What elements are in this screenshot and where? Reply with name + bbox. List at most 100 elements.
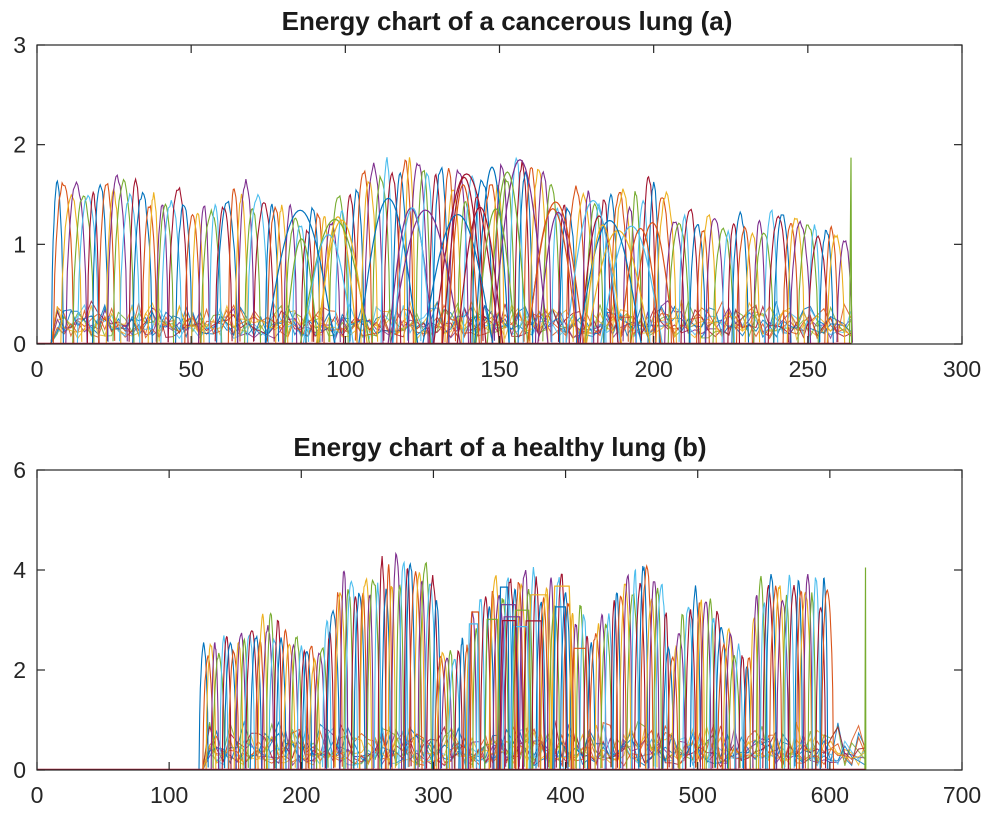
series-trace [695, 602, 704, 771]
series-trace [527, 208, 579, 345]
series-trace [234, 193, 249, 345]
series-trace [826, 234, 846, 344]
series-trace [426, 574, 440, 771]
series-trace [441, 176, 487, 345]
chart-title: Energy chart of a healthy lung (b) [293, 432, 706, 462]
series-trace [305, 645, 318, 770]
series-trace [572, 191, 595, 342]
series-trace [221, 635, 232, 771]
series-trace [445, 650, 455, 769]
series-trace [765, 573, 777, 771]
series-trace [538, 596, 549, 768]
series-trace [479, 596, 492, 771]
series-trace [363, 162, 384, 345]
series-trace [528, 566, 539, 770]
series-trace [422, 213, 494, 345]
series-trace [197, 205, 210, 345]
series-trace [191, 212, 205, 343]
series-trace [387, 585, 396, 770]
series-trace [208, 202, 222, 345]
series-trace [343, 589, 354, 771]
series-trace [91, 183, 109, 345]
series-trace [98, 182, 116, 345]
series-trace [284, 217, 307, 345]
y-tick-label: 0 [13, 757, 26, 783]
series-trace [523, 166, 540, 342]
x-tick-label: 200 [282, 782, 320, 808]
series-trace [358, 592, 368, 771]
series-trace [551, 207, 564, 345]
series-trace [815, 606, 827, 771]
x-tick-label: 300 [414, 782, 452, 808]
series-trace [767, 215, 789, 345]
series-trace [396, 159, 414, 345]
series-trace [773, 214, 792, 345]
x-axis: 0 50 100 150 200 250 300 [31, 45, 981, 382]
series-trace [727, 655, 741, 770]
series-trace [395, 584, 405, 769]
series-trace [184, 213, 201, 345]
series-trace [685, 609, 697, 771]
y-tick-label: 2 [13, 657, 26, 683]
x-tick-label: 300 [943, 356, 981, 382]
series-trace [672, 632, 686, 771]
series-trace [600, 225, 663, 345]
series-trace [245, 630, 259, 771]
x-tick-label: 150 [480, 356, 518, 382]
y-tick-label: 0 [13, 331, 26, 357]
series-trace [353, 592, 366, 771]
series-trace [128, 177, 143, 345]
x-tick-label: 50 [178, 356, 204, 382]
series-trace [299, 218, 371, 345]
series-trace [167, 186, 189, 344]
series-trace [752, 594, 761, 771]
series-trace [417, 580, 427, 771]
series-trace [466, 623, 481, 771]
series-trace [762, 585, 775, 771]
series-trace [282, 643, 296, 770]
series-trace [252, 202, 275, 342]
series-trace [266, 205, 284, 345]
series-trace [662, 645, 675, 769]
series-trace [807, 592, 817, 771]
series-trace [619, 227, 662, 345]
series-trace [261, 625, 275, 771]
series-trace [819, 577, 829, 771]
series-trace [565, 185, 587, 344]
series-trace [515, 582, 527, 771]
series-trace [511, 609, 533, 771]
series-trace [594, 623, 603, 769]
series-trace [721, 228, 735, 345]
series-trace [457, 200, 475, 345]
series-trace [640, 175, 657, 345]
series-trace [65, 180, 88, 344]
series-trace [630, 568, 640, 771]
series-trace [273, 619, 283, 771]
series-trace [555, 573, 568, 768]
series-trace [358, 197, 419, 345]
series-trace [498, 620, 520, 771]
series-trace [824, 225, 839, 345]
series-trace [570, 647, 590, 771]
series-trace [112, 178, 135, 343]
series-trace [734, 643, 744, 771]
series-trace [622, 205, 637, 345]
series-trace [491, 159, 549, 345]
series-trace [696, 229, 710, 345]
series-trace [403, 157, 416, 345]
series-trace [264, 203, 280, 345]
series-trace [147, 192, 160, 345]
series-trace [755, 575, 767, 770]
series-trace [534, 170, 552, 345]
series-trace [283, 203, 298, 345]
y-tick-label: 1 [13, 231, 26, 257]
series-trace [434, 655, 448, 771]
chart-healthy-lung: Energy chart of a healthy lung (b) 0 100 2… [13, 432, 981, 808]
series-trace [717, 642, 731, 771]
series-trace [666, 655, 679, 771]
series-trace [407, 162, 429, 345]
series-trace [288, 643, 299, 771]
series-trace [50, 179, 64, 345]
series-trace [326, 609, 341, 771]
series-trace [279, 628, 292, 771]
